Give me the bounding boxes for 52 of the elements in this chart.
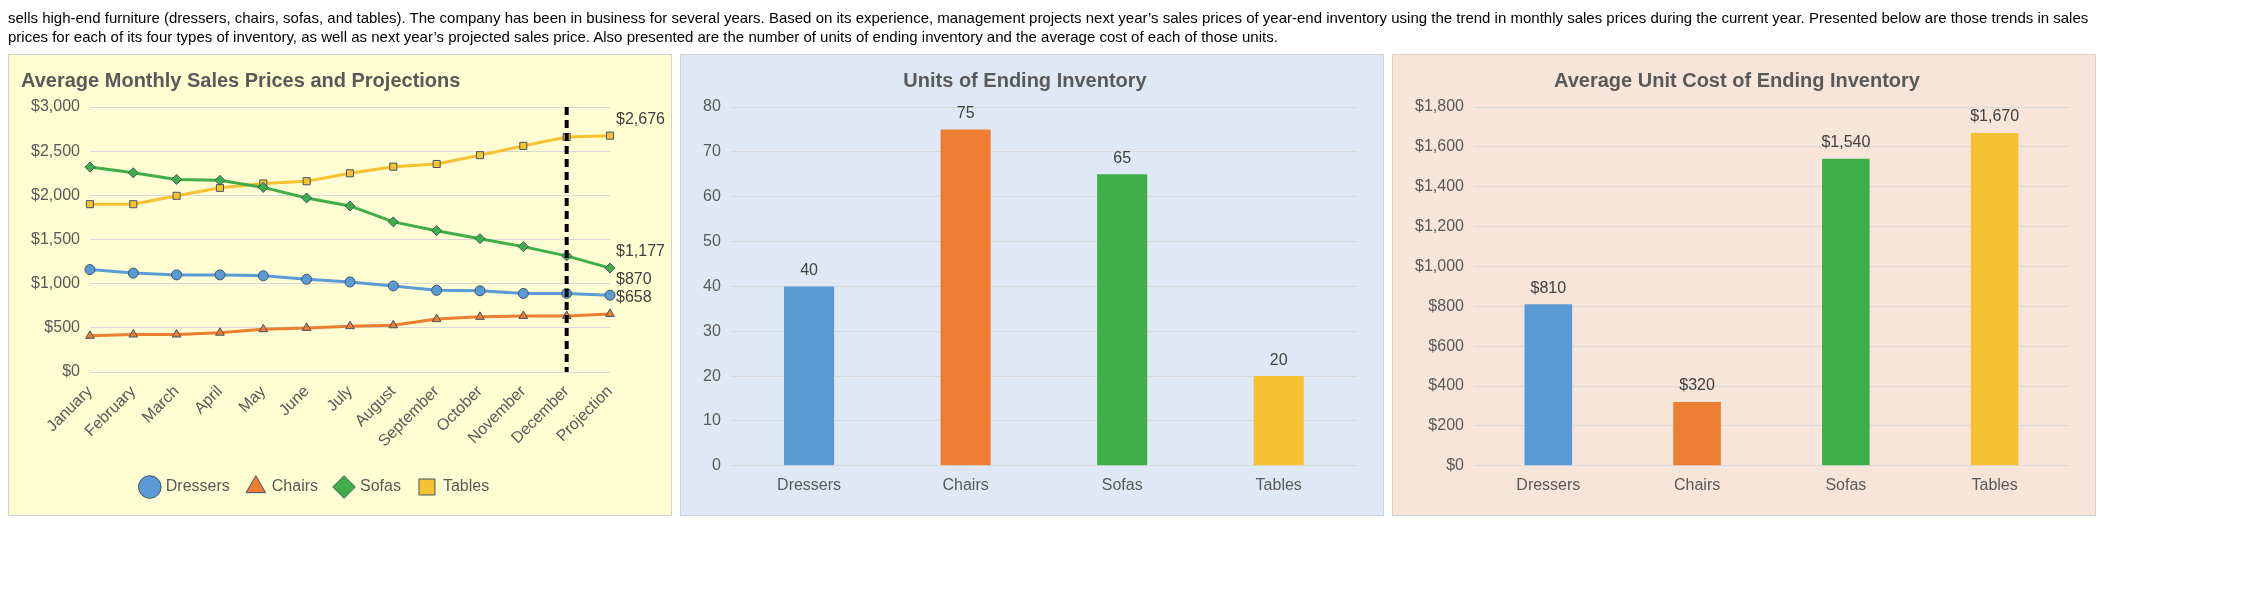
- x-tick-label: Sofas: [1101, 475, 1143, 493]
- y-tick-label: 20: [703, 366, 721, 384]
- data-label: $320: [1679, 376, 1715, 394]
- y-tick-label: $2,000: [31, 185, 81, 203]
- y-tick-label: 70: [703, 142, 721, 160]
- data-label: $658: [616, 288, 652, 306]
- x-tick-label: Tables: [1971, 475, 2018, 493]
- y-tick-label: $2,500: [31, 141, 81, 159]
- data-label: 40: [800, 260, 819, 278]
- y-tick-label: $800: [1428, 296, 1465, 314]
- x-tick-label: Dressers: [777, 475, 842, 493]
- data-label: $1,670: [1970, 107, 2020, 125]
- y-tick-label: $1,200: [1415, 217, 1465, 235]
- x-tick-label: May: [235, 382, 269, 416]
- chart-title: Units of Ending Inventory: [903, 68, 1148, 91]
- data-label: 75: [956, 103, 975, 121]
- x-tick-label: July: [323, 382, 356, 415]
- data-label: 65: [1113, 148, 1132, 166]
- y-tick-label: $600: [1428, 336, 1465, 354]
- y-tick-label: $1,000: [31, 274, 81, 292]
- y-tick-label: $1,800: [1415, 97, 1465, 115]
- data-label: $1,540: [1821, 133, 1871, 151]
- y-tick-label: 10: [703, 411, 721, 429]
- x-tick-label: Sofas: [1825, 475, 1867, 493]
- y-tick-label: $1,600: [1415, 137, 1465, 155]
- x-tick-label: Chairs: [1673, 475, 1721, 493]
- chart-title: Average Unit Cost of Ending Inventory: [1554, 68, 1921, 91]
- y-tick-label: $200: [1428, 416, 1465, 434]
- y-tick-label: $0: [62, 362, 81, 380]
- data-label: $810: [1530, 278, 1567, 296]
- data-label: $1,177: [616, 242, 666, 260]
- x-tick-label: Chairs: [942, 475, 989, 493]
- y-tick-label: 60: [703, 187, 721, 205]
- y-tick-label: 50: [703, 231, 721, 249]
- data-label: $2,676: [616, 110, 666, 128]
- y-tick-label: 80: [703, 97, 721, 115]
- data-label: 20: [1269, 350, 1288, 368]
- y-tick-label: $0: [1446, 456, 1465, 474]
- x-tick-label: Tables: [1255, 475, 1302, 493]
- y-tick-label: 40: [703, 276, 721, 294]
- y-tick-label: $400: [1428, 376, 1465, 394]
- y-tick-label: $1,000: [1415, 256, 1465, 274]
- data-label: $870: [616, 269, 652, 287]
- y-tick-label: $1,400: [1415, 177, 1465, 195]
- chart-title: Average Monthly Sales Prices and Projections: [21, 68, 461, 91]
- text: sells high-end furniture (dressers, chairs, sofas, and tables). The company has been in business for several years. Based on its experience, management projects next year’s sales prices of year-end inventory using the trend in monthly sales prices during the current year. Presented below are those trends in sales prices for each of its four types of inventory, as well as next year’s projected sales price. Also presented are the number of units of ending inventory and the average cost of each of those units.: [8, 8, 2090, 46]
- y-tick-label: $3,000: [31, 97, 81, 115]
- y-tick-label: 30: [703, 321, 721, 339]
- y-tick-label: 0: [711, 456, 721, 474]
- x-tick-label: Dressers: [1516, 475, 1581, 493]
- y-tick-label: $1,500: [31, 229, 81, 247]
- y-tick-label: $500: [44, 318, 81, 336]
